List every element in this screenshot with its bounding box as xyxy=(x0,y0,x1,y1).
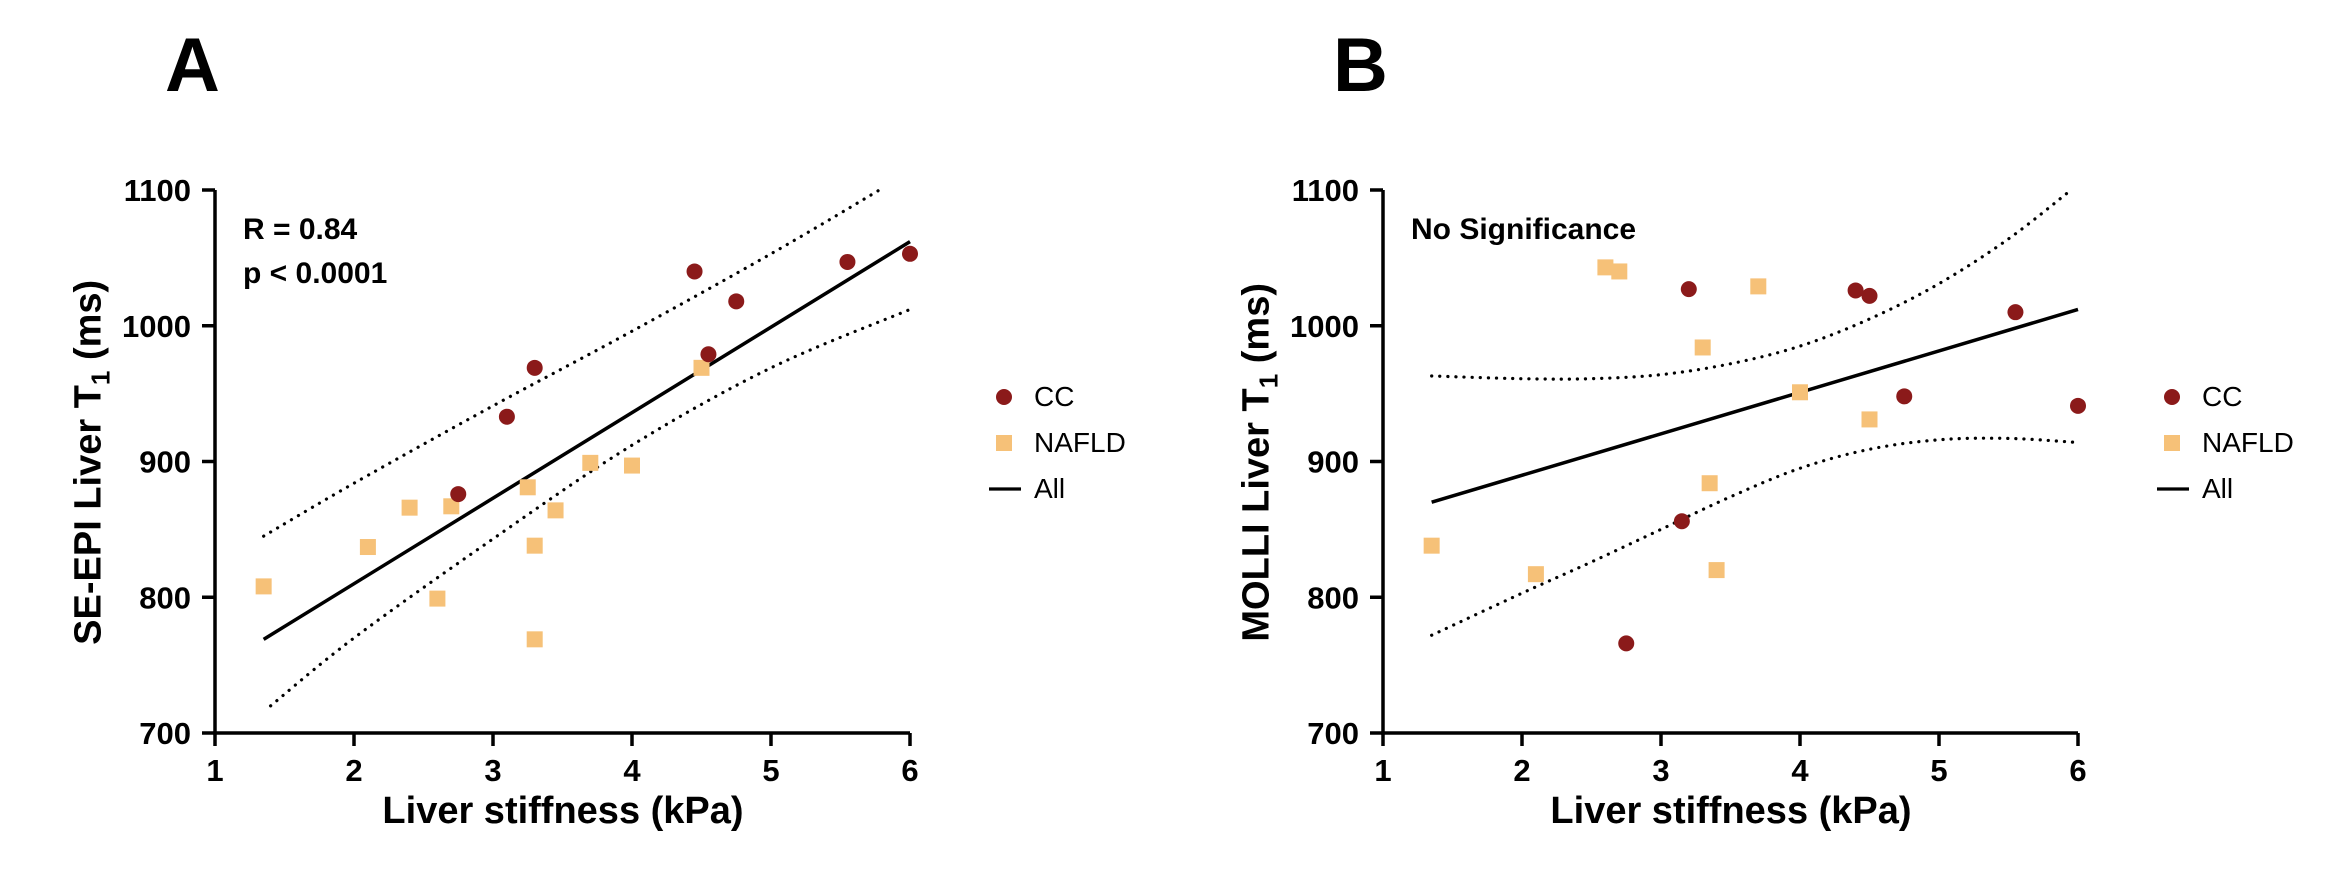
panel-label-a: A xyxy=(165,23,221,108)
legend-item-nafld: NAFLD xyxy=(988,427,1126,458)
legend-label-cc: CC xyxy=(1034,381,1075,412)
svg-text:2: 2 xyxy=(345,753,362,788)
legend-item-cc: CC xyxy=(988,381,1126,412)
svg-text:3: 3 xyxy=(1652,753,1669,788)
legend-label-nafld: NAFLD xyxy=(1034,427,1126,458)
svg-text:6: 6 xyxy=(2069,753,2086,788)
nafld-square-icon xyxy=(2164,435,2180,451)
svg-text:1100: 1100 xyxy=(1292,173,1359,208)
legend-label-all: All xyxy=(1034,473,1066,504)
svg-text:900: 900 xyxy=(139,445,191,480)
all-line-icon xyxy=(2157,487,2189,491)
svg-text:1: 1 xyxy=(206,753,223,788)
svg-text:700: 700 xyxy=(1307,716,1359,751)
stats-annotation-a-line2: p < 0.0001 xyxy=(243,257,388,290)
legend-item-all: All xyxy=(2156,473,2294,504)
svg-text:800: 800 xyxy=(1307,580,1359,615)
cc-circle-icon xyxy=(2164,389,2180,405)
all-line-icon xyxy=(989,487,1021,491)
scatter-plot-b: 1 2 3 4 5 6 700 800 900 1000 1100 xyxy=(1290,173,2087,788)
svg-text:4: 4 xyxy=(623,753,641,788)
stats-annotation-b: No Significance xyxy=(1411,208,1636,252)
svg-text:6: 6 xyxy=(901,753,918,788)
svg-text:2: 2 xyxy=(1513,753,1530,788)
svg-text:700: 700 xyxy=(139,716,191,751)
legend-label-all: All xyxy=(2202,473,2234,504)
nafld-square-swatch xyxy=(2164,435,2180,451)
panel-a: A SE-EPI Liver T1 (ms) 1 2 3 4 5 6 700 800 900 10… xyxy=(0,0,1167,894)
svg-text:5: 5 xyxy=(1930,753,1947,788)
svg-text:800: 800 xyxy=(139,580,191,615)
legend-a: CC NAFLD All xyxy=(988,381,1126,524)
x-axis-title-a: Liver stiffness (kPa) xyxy=(382,790,744,832)
svg-text:1100: 1100 xyxy=(124,173,191,208)
svg-text:3: 3 xyxy=(484,753,501,788)
svg-text:1: 1 xyxy=(1374,753,1391,788)
panel-b: B MOLLI Liver T1 (ms) 1 2 3 4 5 6 700 800 900 100… xyxy=(1168,0,2335,894)
scatter-plot-a: 1 2 3 4 5 6 700 800 900 1000 1100 xyxy=(122,173,919,788)
legend-label-nafld: NAFLD xyxy=(2202,427,2294,458)
legend-item-all: All xyxy=(988,473,1126,504)
cc-circle-icon xyxy=(996,389,1012,405)
legend-label-cc: CC xyxy=(2202,381,2243,412)
svg-text:1000: 1000 xyxy=(122,309,191,344)
stats-annotation-a: R = 0.84 p < 0.0001 xyxy=(243,208,387,296)
svg-text:5: 5 xyxy=(762,753,779,788)
svg-text:4: 4 xyxy=(1791,753,1809,788)
cc-circle-swatch xyxy=(2164,389,2180,405)
nafld-square-icon xyxy=(996,435,1012,451)
x-axis-title-b: Liver stiffness (kPa) xyxy=(1550,790,1912,832)
stats-annotation-b-line1: No Significance xyxy=(1411,213,1637,246)
legend-item-cc: CC xyxy=(2156,381,2294,412)
stats-annotation-a-line1: R = 0.84 xyxy=(243,213,358,246)
legend-b: CC NAFLD All xyxy=(2156,381,2294,524)
nafld-square-swatch xyxy=(996,435,1012,451)
legend-item-nafld: NAFLD xyxy=(2156,427,2294,458)
svg-text:900: 900 xyxy=(1307,445,1359,480)
panel-label-b: B xyxy=(1333,23,1389,108)
svg-text:1000: 1000 xyxy=(1290,309,1359,344)
cc-circle-swatch xyxy=(996,389,1012,405)
